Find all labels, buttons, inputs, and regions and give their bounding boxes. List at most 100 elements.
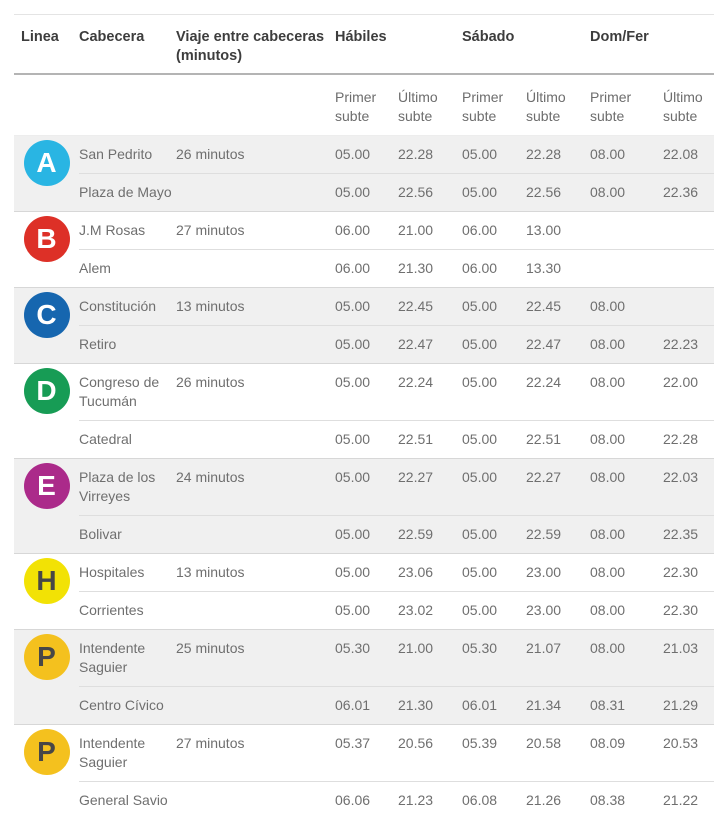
time-cell: 22.59: [398, 516, 462, 554]
duration-cell-empty: [176, 326, 335, 364]
time-cell: 22.23: [663, 326, 714, 364]
time-cell: 22.35: [663, 516, 714, 554]
time-cell: 22.27: [526, 459, 590, 516]
time-cell: 22.36: [663, 174, 714, 212]
time-cell: 22.51: [398, 421, 462, 459]
station-cell: Congreso de Tucumán: [79, 364, 176, 421]
line-badge-letter: P: [37, 738, 56, 766]
time-cell: 05.00: [335, 459, 398, 516]
line-badge: A: [24, 140, 70, 186]
time-cell: 05.00: [335, 592, 398, 630]
time-cell: 06.00: [335, 250, 398, 288]
time-cell: 22.45: [526, 288, 590, 326]
time-cell: 08.38: [590, 782, 663, 819]
time-cell: 05.00: [462, 592, 526, 630]
station-cell: Centro Cívico: [79, 687, 176, 725]
station-cell: Constitución: [79, 288, 176, 326]
station-cell: J.M Rosas: [79, 212, 176, 250]
subheader-spacer: [79, 74, 176, 136]
table-row: Plaza de Mayo 05.00 22.56 05.00 22.56 08…: [14, 174, 714, 212]
table-row: C Constitución 13 minutos 05.00 22.45 05…: [14, 288, 714, 326]
table-row: Bolivar 05.00 22.59 05.00 22.59 08.00 22…: [14, 516, 714, 554]
line-badge: C: [24, 292, 70, 338]
time-cell: 05.00: [335, 288, 398, 326]
time-cell: [663, 250, 714, 288]
table-row: Retiro 05.00 22.47 05.00 22.47 08.00 22.…: [14, 326, 714, 364]
col-header-sabado: Sábado: [462, 15, 590, 75]
time-cell: 05.30: [462, 630, 526, 687]
time-cell: 05.00: [335, 136, 398, 174]
line-badge: E: [24, 463, 70, 509]
time-cell: 23.02: [398, 592, 462, 630]
station-cell: Corrientes: [79, 592, 176, 630]
time-cell: 22.08: [663, 136, 714, 174]
table-row: E Plaza de los Virreyes 24 minutos 05.00…: [14, 459, 714, 516]
subheader-primer-habiles: Primer subte: [335, 74, 398, 136]
duration-cell: 27 minutos: [176, 725, 335, 782]
time-cell: 22.56: [398, 174, 462, 212]
time-cell: 13.30: [526, 250, 590, 288]
time-cell: 06.08: [462, 782, 526, 819]
line-badge-cell: P: [14, 725, 79, 819]
time-cell: [663, 212, 714, 250]
time-cell: 08.09: [590, 725, 663, 782]
line-badge-letter: E: [37, 472, 56, 500]
time-cell: 21.29: [663, 687, 714, 725]
time-cell: 22.27: [398, 459, 462, 516]
time-cell: 05.00: [462, 516, 526, 554]
time-cell: 05.00: [462, 459, 526, 516]
station-cell: Hospitales: [79, 554, 176, 592]
station-cell: Intendente Saguier: [79, 630, 176, 687]
time-cell: 05.00: [335, 174, 398, 212]
time-cell: 20.56: [398, 725, 462, 782]
line-badge-letter: P: [37, 643, 56, 671]
table-row: A San Pedrito 26 minutos 05.00 22.28 05.…: [14, 136, 714, 174]
time-cell: 22.59: [526, 516, 590, 554]
time-cell: 08.00: [590, 516, 663, 554]
station-cell: Catedral: [79, 421, 176, 459]
col-header-cabecera: Cabecera: [79, 15, 176, 75]
time-cell: 05.00: [335, 516, 398, 554]
time-cell: 23.00: [526, 592, 590, 630]
time-cell: 08.00: [590, 174, 663, 212]
time-cell: 05.00: [335, 421, 398, 459]
station-cell: Retiro: [79, 326, 176, 364]
line-badge: P: [24, 729, 70, 775]
subheader-ultimo-sabado: Último subte: [526, 74, 590, 136]
col-header-habiles: Hábiles: [335, 15, 462, 75]
line-badge: D: [24, 368, 70, 414]
time-cell: 08.00: [590, 459, 663, 516]
time-cell: 06.00: [462, 212, 526, 250]
time-cell: 08.00: [590, 288, 663, 326]
time-cell: 05.39: [462, 725, 526, 782]
time-cell: 06.00: [335, 212, 398, 250]
duration-cell: 13 minutos: [176, 554, 335, 592]
duration-cell-empty: [176, 782, 335, 819]
time-cell: 05.00: [462, 326, 526, 364]
station-cell: Plaza de Mayo: [79, 174, 176, 212]
time-cell: 05.00: [335, 326, 398, 364]
line-badge-letter: B: [36, 225, 56, 253]
header-row: Linea Cabecera Viaje entre cabeceras (mi…: [14, 15, 714, 75]
time-cell: 08.00: [590, 136, 663, 174]
station-cell: General Savio: [79, 782, 176, 819]
time-cell: 06.06: [335, 782, 398, 819]
time-cell: 05.00: [462, 364, 526, 421]
time-cell: 08.00: [590, 421, 663, 459]
time-cell: 21.30: [398, 250, 462, 288]
subheader-spacer: [14, 74, 79, 136]
line-badge-letter: C: [36, 301, 56, 329]
line-badge-cell: A: [14, 136, 79, 212]
station-cell: Intendente Saguier: [79, 725, 176, 782]
duration-cell: 27 minutos: [176, 212, 335, 250]
time-cell: [590, 250, 663, 288]
time-cell: 22.24: [526, 364, 590, 421]
duration-cell-empty: [176, 516, 335, 554]
time-cell: 22.03: [663, 459, 714, 516]
time-cell: 05.00: [335, 554, 398, 592]
time-cell: 08.00: [590, 592, 663, 630]
time-cell: 20.53: [663, 725, 714, 782]
time-cell: 23.00: [526, 554, 590, 592]
table-header: Linea Cabecera Viaje entre cabeceras (mi…: [14, 15, 714, 136]
duration-cell-empty: [176, 174, 335, 212]
